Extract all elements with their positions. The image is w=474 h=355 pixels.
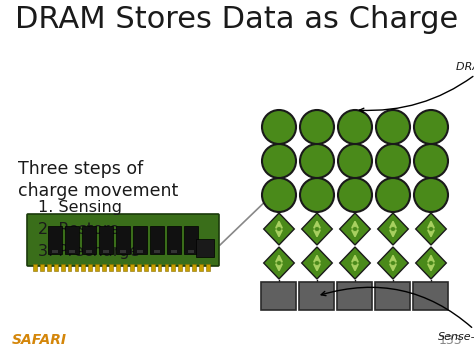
- Bar: [48, 226, 62, 254]
- Circle shape: [414, 178, 448, 212]
- Polygon shape: [264, 247, 294, 279]
- Bar: [69, 250, 75, 253]
- Bar: [102, 264, 106, 271]
- Polygon shape: [340, 213, 370, 245]
- Bar: [99, 226, 113, 254]
- Bar: [123, 264, 127, 271]
- Bar: [103, 250, 109, 253]
- Bar: [164, 264, 168, 271]
- Bar: [413, 282, 448, 310]
- Polygon shape: [301, 213, 332, 245]
- Bar: [74, 264, 78, 271]
- Bar: [82, 226, 96, 254]
- FancyBboxPatch shape: [27, 214, 219, 266]
- Bar: [40, 264, 44, 271]
- Bar: [130, 264, 134, 271]
- Bar: [116, 264, 120, 271]
- Bar: [158, 264, 162, 271]
- Text: 133: 133: [438, 334, 462, 347]
- Bar: [150, 226, 164, 254]
- Bar: [95, 264, 99, 271]
- Bar: [61, 264, 64, 271]
- Circle shape: [338, 178, 372, 212]
- Text: 2. Restore: 2. Restore: [38, 222, 119, 237]
- Circle shape: [376, 110, 410, 144]
- Polygon shape: [340, 247, 370, 279]
- Bar: [185, 264, 189, 271]
- Bar: [300, 282, 335, 310]
- Bar: [133, 226, 147, 254]
- Circle shape: [338, 144, 372, 178]
- Text: Three steps of
charge movement: Three steps of charge movement: [18, 160, 178, 200]
- Bar: [137, 264, 141, 271]
- Bar: [206, 264, 210, 271]
- Bar: [171, 250, 177, 253]
- Bar: [188, 250, 194, 253]
- Bar: [120, 250, 126, 253]
- Polygon shape: [378, 213, 408, 245]
- Bar: [262, 282, 297, 310]
- Text: DRAM Cell: DRAM Cell: [359, 62, 474, 113]
- Polygon shape: [301, 247, 332, 279]
- Text: 3. Precharge: 3. Precharge: [38, 244, 139, 259]
- Bar: [375, 282, 410, 310]
- Bar: [167, 226, 181, 254]
- Bar: [154, 250, 160, 253]
- Polygon shape: [416, 213, 447, 245]
- Bar: [199, 264, 203, 271]
- Polygon shape: [264, 213, 294, 245]
- Text: 1. Sensing: 1. Sensing: [38, 200, 122, 215]
- Bar: [172, 264, 175, 271]
- Bar: [116, 226, 130, 254]
- Bar: [88, 264, 92, 271]
- Bar: [47, 264, 51, 271]
- FancyBboxPatch shape: [262, 110, 448, 280]
- Circle shape: [300, 110, 334, 144]
- Text: DRAM Stores Data as Charge: DRAM Stores Data as Charge: [15, 5, 459, 34]
- Bar: [151, 264, 155, 271]
- Bar: [54, 264, 58, 271]
- Bar: [178, 264, 182, 271]
- Text: SAFARI: SAFARI: [12, 333, 67, 347]
- Bar: [144, 264, 147, 271]
- Polygon shape: [416, 247, 447, 279]
- Circle shape: [300, 178, 334, 212]
- Polygon shape: [378, 247, 408, 279]
- Text: Sense-Amplifier: Sense-Amplifier: [321, 287, 474, 342]
- Bar: [337, 282, 373, 310]
- Bar: [33, 264, 37, 271]
- Bar: [52, 250, 58, 253]
- Circle shape: [376, 178, 410, 212]
- Bar: [137, 250, 143, 253]
- Circle shape: [338, 110, 372, 144]
- Bar: [196, 239, 214, 257]
- Circle shape: [262, 110, 296, 144]
- Bar: [109, 264, 113, 271]
- Bar: [68, 264, 72, 271]
- Circle shape: [414, 110, 448, 144]
- Circle shape: [262, 144, 296, 178]
- Bar: [184, 226, 198, 254]
- Circle shape: [414, 144, 448, 178]
- Bar: [82, 264, 85, 271]
- Bar: [86, 250, 92, 253]
- Circle shape: [300, 144, 334, 178]
- Circle shape: [262, 178, 296, 212]
- Bar: [65, 226, 79, 254]
- Bar: [192, 264, 196, 271]
- Circle shape: [376, 144, 410, 178]
